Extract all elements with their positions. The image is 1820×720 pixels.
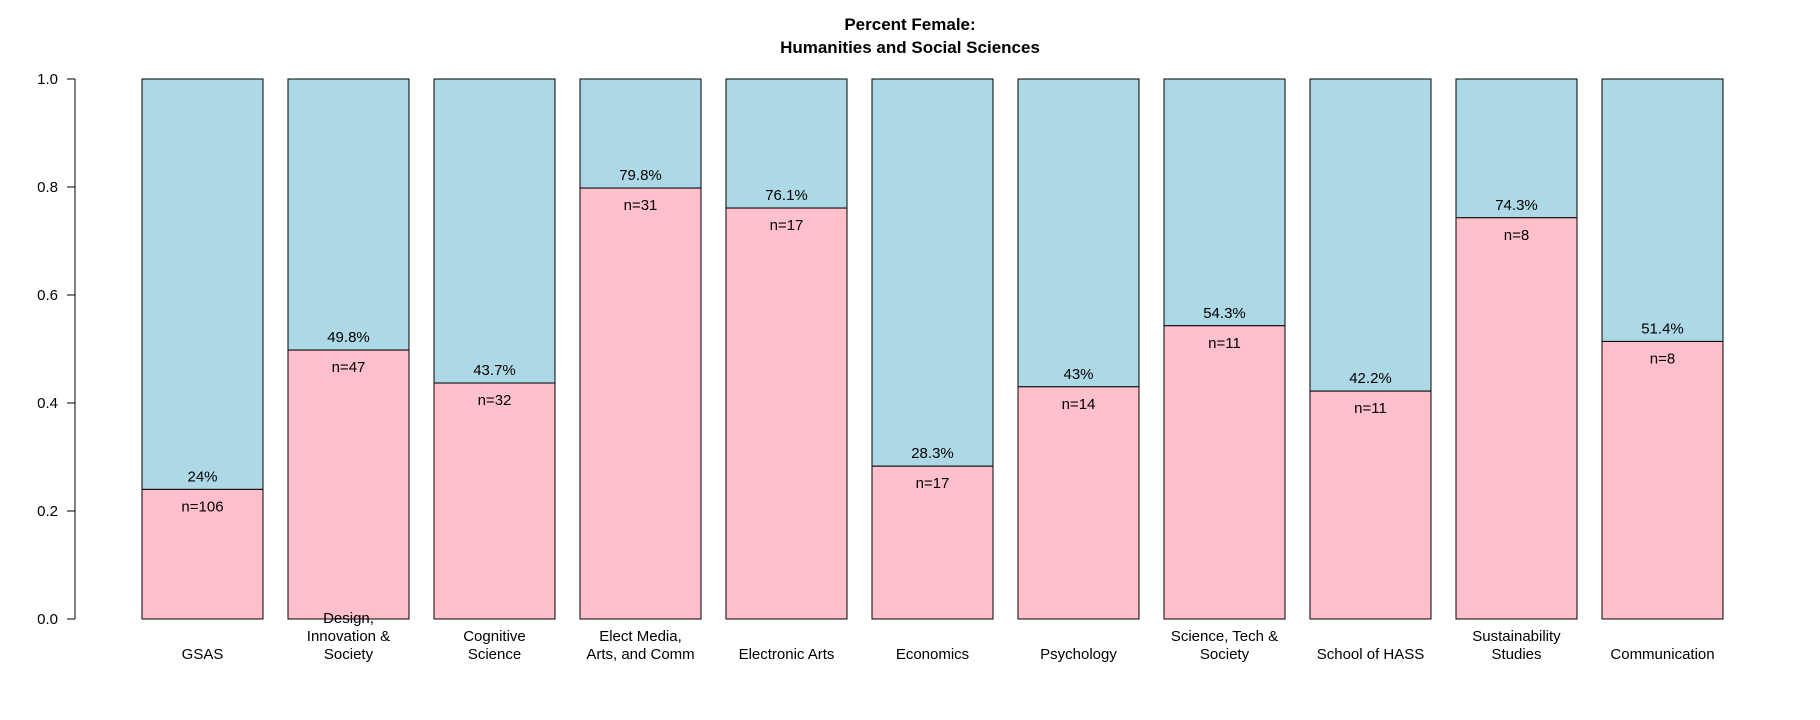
y-axis: 0.0 0.2 0.4 0.6 0.8 1.0 [37,71,76,628]
bar-female-segment [1455,217,1578,620]
n-label: n=14 [1062,396,1096,413]
percent-label: 28.3% [911,445,954,462]
y-tick-label: 0.8 [37,179,58,196]
percent-label: 76.1% [765,187,808,204]
x-category-label: GSAS [182,646,224,663]
n-label: n=47 [332,359,366,376]
y-tick-label: 1.0 [37,71,58,88]
percent-label: 54.3% [1203,305,1246,322]
x-category-label: Design, [323,610,374,627]
x-category-label: Arts, and Comm [586,646,694,663]
x-category-label: Electronic Arts [739,646,835,663]
n-label: n=31 [624,197,658,214]
x-category-label: Elect Media, [599,628,682,645]
bars [141,78,1724,620]
n-label: n=11 [1354,400,1387,417]
n-label: n=11 [1208,335,1241,352]
bar-female-segment [871,465,994,620]
percent-label: 43.7% [473,362,516,379]
x-category-label: Sustainability [1472,628,1561,645]
bar-female-segment [1017,386,1140,620]
n-label: n=8 [1650,350,1675,367]
x-category-label: Economics [896,646,969,663]
n-label: n=17 [916,475,950,492]
n-label: n=106 [181,498,223,515]
y-tick-label: 0.6 [37,287,58,304]
x-category-label: Science [468,646,521,663]
bar-female-segment [1601,340,1724,620]
x-category-label: School of HASS [1317,646,1425,663]
y-tick-label: 0.0 [37,611,58,628]
bar-female-segment [287,349,410,620]
x-category-label: Science, Tech & [1171,628,1278,645]
x-category-label: Society [1200,646,1250,663]
n-label: n=17 [770,217,804,234]
data-labels: 24% n=106 49.8% n=47 43.7% n=32 79.8% n=31 76.1%… [181,167,1683,515]
percent-label: 79.8% [619,167,662,184]
percent-label: 51.4% [1641,320,1684,337]
bar-female-segment [1309,390,1432,620]
x-category-label: Studies [1491,646,1541,663]
x-category-label: Innovation & [307,628,390,645]
bar-female-segment [141,488,264,620]
bar-remainder-segment [287,78,410,351]
chart-title-line-1: Percent Female: [844,15,975,34]
n-label: n=32 [478,392,512,409]
bar-female-segment [725,207,848,620]
bar-remainder-segment [1309,78,1432,392]
percent-label: 49.8% [327,329,370,346]
bar-female-segment [433,382,556,620]
bar-remainder-segment [1601,78,1724,342]
bar-remainder-segment [871,78,994,467]
bar-remainder-segment [1163,78,1286,327]
bar-remainder-segment [1455,78,1578,219]
x-category-label: Psychology [1040,646,1117,663]
percent-label: 42.2% [1349,370,1392,387]
percent-label: 24% [187,468,217,485]
bar-remainder-segment [1017,78,1140,388]
y-tick-label: 0.2 [37,503,58,520]
bar-remainder-segment [141,78,264,490]
x-category-label: Communication [1610,646,1714,663]
bar-female-segment [579,187,702,620]
percent-label: 74.3% [1495,197,1538,214]
bar-remainder-segment [725,78,848,209]
y-tick-label: 0.4 [37,395,58,412]
percent-label: 43% [1063,366,1093,383]
x-category-label: Cognitive [463,628,526,645]
n-label: n=8 [1504,227,1529,244]
chart-title-line-2: Humanities and Social Sciences [780,38,1040,57]
bar-remainder-segment [579,78,702,189]
bar-remainder-segment [433,78,556,384]
bar-female-segment [1163,325,1286,620]
x-category-label: Society [324,646,374,663]
